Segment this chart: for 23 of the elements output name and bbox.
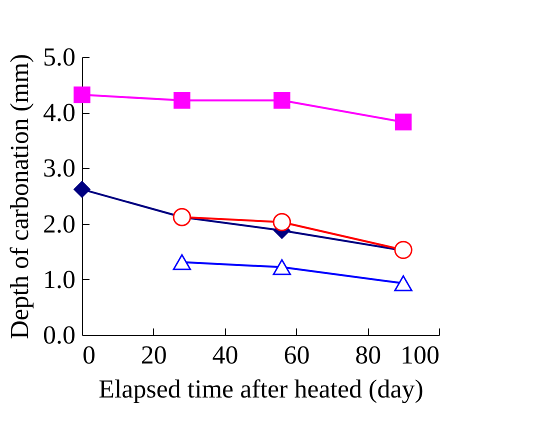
x-tick-label: 60 [284,340,310,370]
point [272,259,292,276]
point [394,275,412,292]
x-tick-label: 100 [400,340,440,370]
x-axis-title: Elapsed time after heated (day) [98,374,424,404]
y-tick-label: 4.0 [43,98,76,128]
x-tick-label: 80 [355,340,382,370]
y-tick-label: 3.0 [43,154,76,183]
x-tick-label: 0 [82,340,96,370]
point [174,92,190,109]
y-axis-title: Depth of carbonation (mm) [5,54,34,340]
point [74,86,90,104]
point [274,92,290,109]
y-tick-label: 0.0 [43,320,76,350]
point [172,254,192,270]
y-tick-label: 5.0 [43,42,76,72]
point [73,180,91,198]
x-tick-label: 40 [212,340,238,370]
point [272,213,292,232]
point [394,114,412,130]
x-tick-label: 20 [140,340,167,370]
y-tick-label: 2.0 [43,209,76,238]
y-tick-label: 1.0 [43,264,76,294]
